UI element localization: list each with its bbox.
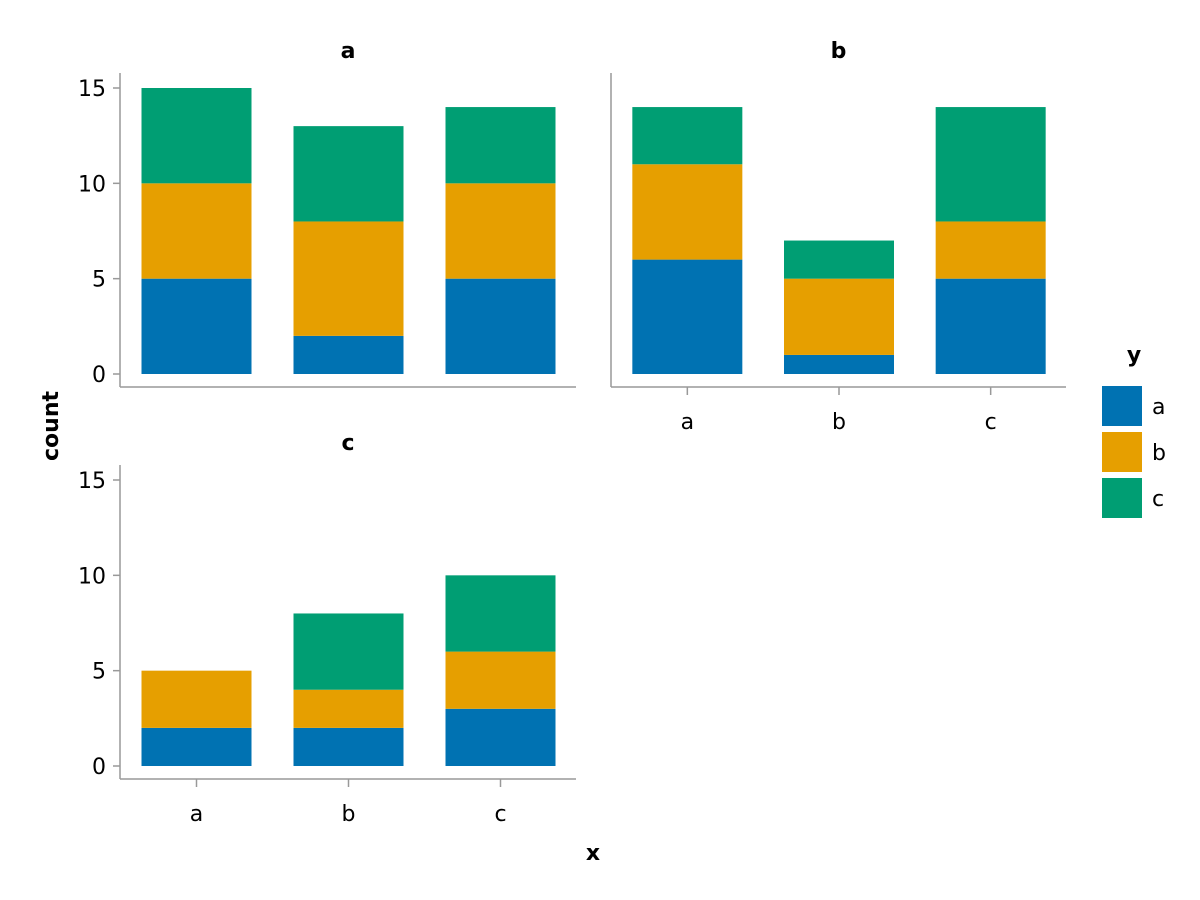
bar-segment-c-b (935, 221, 1046, 279)
bar-segment-a-a (141, 278, 252, 374)
bar-segment-c-a (935, 278, 1046, 374)
legend: y abc (1102, 343, 1166, 518)
bar-segment-c-c (445, 575, 556, 652)
bar-segment-c-c (935, 107, 1046, 222)
panel-title: c (341, 431, 354, 456)
panel-c: c 0 5 10 15 a b c (78, 431, 576, 827)
x-tick-label: c (494, 802, 506, 827)
x-tick-label: c (985, 410, 997, 435)
bar-segment-b-a (784, 354, 894, 374)
x-tick-label: b (832, 410, 846, 435)
bar-segment-c-c (445, 107, 556, 184)
panel-title: a (341, 39, 356, 64)
bar-segment-a-c (141, 88, 252, 184)
bar-segment-b-b (293, 221, 404, 336)
bar-segment-c-a (445, 708, 556, 766)
bar-segment-c-b (445, 183, 556, 279)
x-tick-label: a (681, 410, 694, 435)
bar-segment-a-b (141, 183, 252, 279)
x-axis-title: x (586, 841, 600, 866)
bar-segment-b-a (293, 335, 404, 374)
y-tick-label: 5 (92, 660, 106, 685)
bar-segment-a-a (141, 727, 252, 766)
legend-swatch-b (1102, 432, 1142, 472)
panel-b: b a b c (610, 39, 1066, 435)
y-tick-label: 15 (78, 77, 106, 102)
panels: a 0 5 10 15 b a b c c 0 5 10 15 a b c (78, 39, 1066, 827)
bar-segment-b-b (784, 278, 894, 355)
panel-title: b (831, 39, 847, 64)
bar-segment-b-b (293, 689, 404, 728)
legend-label-a: a (1152, 395, 1165, 420)
x-tick-label: b (342, 802, 356, 827)
y-axis-title: count (39, 391, 64, 461)
x-tick-label: a (190, 802, 203, 827)
bar-segment-a-b (632, 164, 743, 260)
y-tick-label: 15 (78, 469, 106, 494)
y-tick-label: 10 (78, 172, 106, 197)
legend-swatch-c (1102, 478, 1142, 518)
y-tick-label: 10 (78, 564, 106, 589)
legend-label-b: b (1152, 441, 1166, 466)
y-tick-label: 0 (92, 755, 106, 780)
bar-segment-c-b (445, 651, 556, 709)
panel-a: a 0 5 10 15 (78, 39, 576, 388)
y-tick-label: 0 (92, 363, 106, 388)
bar-segment-c-a (445, 278, 556, 374)
legend-label-c: c (1152, 487, 1164, 512)
legend-title: y (1127, 343, 1141, 368)
bar-segment-b-a (293, 727, 404, 766)
legend-swatch-a (1102, 386, 1142, 426)
bar-segment-a-c (632, 107, 743, 165)
bar-segment-b-c (293, 613, 404, 690)
y-tick-label: 5 (92, 268, 106, 293)
bar-segment-b-c (293, 126, 404, 222)
bar-segment-a-a (632, 259, 743, 374)
bar-segment-a-b (141, 670, 252, 728)
bar-segment-b-c (784, 240, 894, 279)
